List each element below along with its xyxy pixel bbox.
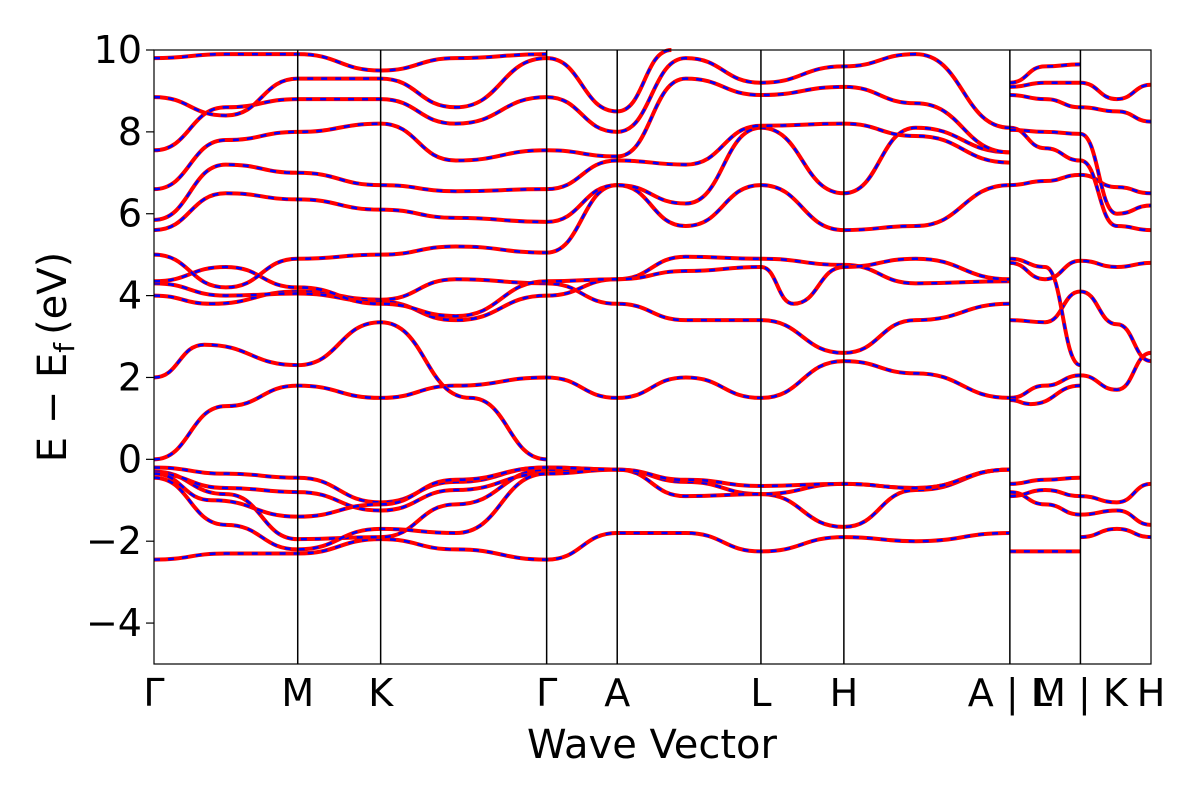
band-13: [153, 121, 1010, 222]
x-tick-label-2: K: [368, 671, 394, 715]
y-axis-ticks: −4 −2 0 2 4 6 8 10: [86, 28, 154, 645]
band-20-dashed: [1009, 476, 1081, 486]
band-22: [1080, 526, 1152, 540]
band-8: [153, 277, 1010, 355]
band-22-dashed: [1080, 527, 1152, 539]
band-24-dashed: [1009, 384, 1081, 406]
x-tick-label-6: H: [830, 671, 859, 715]
x-tick-label-1: M: [281, 671, 314, 715]
x-tick-label-3: Γ: [536, 671, 557, 715]
band-6-dashed: [153, 359, 1010, 461]
x-tick-label-8: M | K: [1033, 671, 1129, 716]
band-6: [153, 359, 1010, 462]
band-11-dashed: [153, 183, 1010, 289]
y-tick-label-6: 8: [118, 110, 142, 154]
x-tick-label-4: A: [604, 671, 630, 715]
band-17: [153, 52, 547, 73]
x-tick-label-5: L: [750, 671, 771, 715]
band-7-dashed: [153, 320, 547, 461]
band-2-dashed: [153, 468, 1010, 512]
band-4-dashed: [153, 466, 618, 518]
high-symmetry-lines: [296, 50, 1082, 664]
band-7: [153, 320, 547, 462]
y-tick-label-3: 2: [118, 355, 142, 399]
band-14-dashed: [153, 77, 1010, 191]
band-29-dashed: [1009, 126, 1152, 232]
y-axis-label: E − Ef(eV): [30, 252, 81, 463]
band-27: [1009, 256, 1082, 368]
plot-frame: [153, 49, 1152, 665]
x-tick-label-0: Γ: [143, 671, 164, 715]
band-1-dashed: [153, 468, 1010, 541]
band-33: [1009, 62, 1081, 85]
band-26-dashed: [1009, 259, 1152, 281]
band-15: [153, 52, 1010, 153]
y-tick-label-5: 6: [118, 192, 142, 236]
y-tick-label-2: 0: [118, 437, 142, 481]
y-tick-label-0: −4: [86, 601, 142, 645]
x-tick-label-7: A | L: [968, 671, 1052, 716]
band-15-dashed: [153, 52, 1010, 152]
y-tick-label-7: 10: [94, 28, 142, 72]
band-30-dashed: [1009, 128, 1152, 215]
band-9-dashed: [153, 255, 1010, 322]
band-27-dashed: [1009, 257, 1081, 367]
band-5-dashed: [153, 472, 547, 551]
y-tick-label-1: −2: [86, 519, 142, 563]
x-axis-label: Wave Vector: [527, 722, 778, 768]
y-tick-label-4: 4: [118, 274, 142, 318]
band-16-dashed: [153, 48, 672, 117]
band-1: [153, 467, 1010, 542]
x-tick-label-9: H: [1137, 671, 1166, 715]
bands-layer: [153, 48, 1152, 562]
